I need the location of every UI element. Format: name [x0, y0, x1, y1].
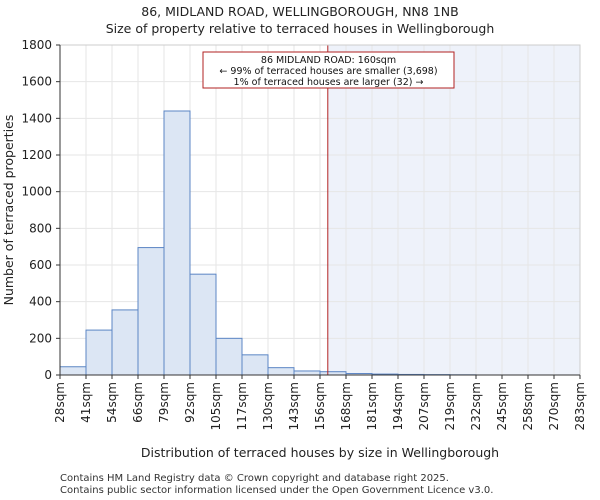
y-tick-label: 200 [29, 331, 52, 345]
x-tick-label: 194sqm [391, 382, 405, 430]
bar [59, 366, 87, 376]
x-tick-label: 143sqm [287, 382, 301, 430]
x-tick-label: 28sqm [53, 382, 67, 423]
bar [241, 354, 269, 376]
annotation-line-2: ← 99% of terraced houses are smaller (3,… [219, 66, 437, 77]
x-tick-label: 245sqm [495, 382, 509, 430]
y-tick-label: 400 [29, 295, 52, 309]
footer-licence: Contains public sector information licen… [60, 485, 494, 496]
bar [293, 370, 321, 376]
x-tick-label: 92sqm [183, 382, 197, 423]
y-tick-label: 0 [44, 368, 52, 382]
x-tick-label: 105sqm [209, 382, 223, 430]
x-tick-labels: 28sqm 41sqm 54sqm 66sqm 79sqm 92sqm 105sqm 117s… [53, 382, 587, 430]
bars-group [59, 110, 477, 376]
bar [189, 273, 217, 376]
y-tick-label: 1000 [21, 185, 52, 199]
annotation-box: 86 MIDLAND ROAD: 160sqm ← 99% of terrace… [202, 51, 455, 89]
bar [215, 337, 243, 376]
y-tick-label: 1200 [21, 148, 52, 162]
chart-title: 86, MIDLAND ROAD, WELLINGBOROUGH, NN8 1N… [141, 4, 459, 19]
x-tick-label: 258sqm [521, 382, 535, 430]
x-tick-label: 79sqm [157, 382, 171, 423]
chart-subtitle: Size of property relative to terraced ho… [105, 21, 495, 36]
x-tick-label: 168sqm [339, 382, 353, 430]
x-tick-label: 156sqm [313, 382, 327, 430]
x-tick-label: 232sqm [469, 382, 483, 430]
x-tick-label: 219sqm [443, 382, 457, 430]
y-tick-label: 800 [29, 221, 52, 235]
y-tick-labels: 0 200 400 600 800 1000 1200 1400 1600 1800 [21, 38, 52, 382]
x-tick-label: 41sqm [79, 382, 93, 423]
x-tick-label: 270sqm [547, 382, 561, 430]
annotation-line-1: 86 MIDLAND ROAD: 160sqm [261, 55, 396, 66]
x-tick-label: 207sqm [417, 382, 431, 430]
grid-lines [59, 44, 581, 376]
larger-properties-region [327, 45, 580, 375]
axes [56, 44, 581, 379]
bar [267, 367, 295, 376]
y-tick-label: 1600 [21, 75, 52, 89]
x-tick-label: 283sqm [573, 382, 587, 430]
y-tick-label: 600 [29, 258, 52, 272]
bar [163, 110, 191, 376]
x-axis-label: Distribution of terraced houses by size … [141, 445, 499, 460]
x-tick-label: 117sqm [235, 382, 249, 430]
y-axis-label: Number of terraced properties [1, 115, 16, 306]
x-tick-label: 181sqm [365, 382, 379, 430]
y-tick-label: 1400 [21, 111, 52, 125]
annotation-line-3: 1% of terraced houses are larger (32) → [234, 77, 424, 88]
bar [85, 329, 113, 376]
x-tick-label: 66sqm [131, 382, 145, 423]
x-tick-label: 130sqm [261, 382, 275, 430]
footer-copyright: Contains HM Land Registry data © Crown c… [60, 473, 449, 484]
bar [137, 247, 165, 376]
bar [111, 309, 139, 376]
y-tick-label: 1800 [21, 38, 52, 52]
x-tick-label: 54sqm [105, 382, 119, 423]
annotation-border [202, 51, 455, 89]
